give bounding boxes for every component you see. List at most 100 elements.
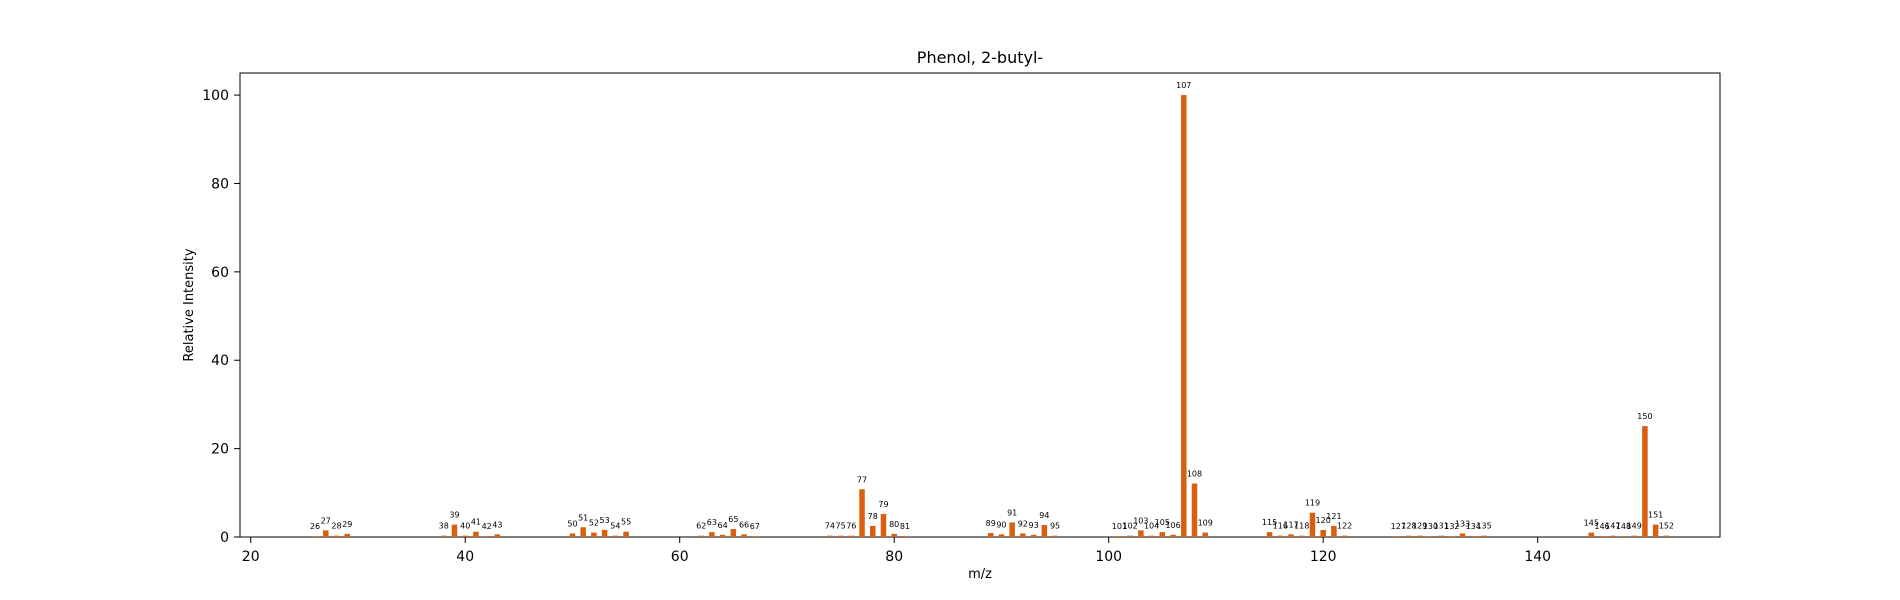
bar <box>1202 532 1208 537</box>
y-tick-label: 100 <box>202 88 229 104</box>
bar <box>848 535 855 537</box>
bar <box>998 534 1005 537</box>
bar-data-label: 62 <box>696 522 706 531</box>
bar <box>1298 535 1305 537</box>
bar <box>569 533 576 537</box>
bar-data-label: 64 <box>718 521 728 530</box>
bar-data-label: 76 <box>846 522 856 531</box>
y-tick-label: 80 <box>211 176 229 192</box>
bar-data-label: 91 <box>1007 508 1017 517</box>
bar-data-label: 106 <box>1165 521 1180 530</box>
bar-data-label: 66 <box>739 520 749 529</box>
x-tick-label: 60 <box>671 549 689 565</box>
bar <box>1320 529 1326 537</box>
bar <box>1331 525 1337 537</box>
bar-data-label: 52 <box>589 519 599 528</box>
y-axis: 0 20 40 60 80 100 <box>202 88 240 546</box>
bar <box>719 534 726 537</box>
bar <box>987 533 994 537</box>
bar-data-label: 104 <box>1144 522 1159 531</box>
bar <box>859 489 865 537</box>
y-axis-label: Relative Intensity <box>182 248 197 361</box>
bar <box>312 536 318 537</box>
bar <box>1127 535 1133 537</box>
bar-data-label: 134 <box>1466 522 1481 531</box>
bar-data-label: 145 <box>1584 519 1599 528</box>
bar-data-label: 74 <box>825 522 835 531</box>
bar <box>1009 522 1015 537</box>
bar <box>323 530 329 537</box>
bar <box>1266 532 1273 537</box>
bar <box>483 536 490 537</box>
bar <box>837 535 844 537</box>
bar <box>1041 525 1048 537</box>
bar-data-label: 42 <box>482 522 492 531</box>
bar <box>1395 536 1402 537</box>
bar <box>1341 535 1348 537</box>
bar-data-label: 121 <box>1326 512 1341 521</box>
bar <box>1481 535 1487 537</box>
x-tick-label: 120 <box>1310 549 1337 565</box>
bar <box>1116 536 1123 537</box>
bar-data-label: 152 <box>1659 522 1674 531</box>
bar-data-label: 79 <box>878 500 888 509</box>
bar-data-label: 43 <box>492 520 502 529</box>
bar-data-label: 116 <box>1273 522 1288 531</box>
bar-data-label: 148 <box>1616 522 1631 531</box>
bar-data-label: 77 <box>857 475 867 484</box>
bar-data-label: 102 <box>1123 522 1138 531</box>
bar <box>1642 426 1648 537</box>
bar-data-label: 109 <box>1198 519 1213 528</box>
bar <box>1599 536 1605 537</box>
bar <box>1652 524 1659 537</box>
bar <box>1138 530 1144 537</box>
bar <box>752 536 758 537</box>
bar-data-label: 130 <box>1423 522 1438 531</box>
bar-data-label: 50 <box>567 519 577 528</box>
bar <box>451 524 458 537</box>
plot-area-frame <box>239 72 1721 538</box>
x-axis: 20 40 60 80 100 120 140 <box>242 537 1551 565</box>
bar-data-label: 89 <box>986 519 996 528</box>
y-tick-label: 20 <box>211 442 229 458</box>
bar <box>1159 532 1166 537</box>
bar-data-label: 129 <box>1412 522 1427 531</box>
bar-data-label: 133 <box>1455 519 1470 528</box>
bar <box>891 533 897 537</box>
bar-data-label: 51 <box>578 513 588 522</box>
bar-data-label: 67 <box>750 522 760 531</box>
x-tick-label: 80 <box>885 549 903 565</box>
bar-data-label: 54 <box>610 522 620 531</box>
bar-data-label: 29 <box>342 520 352 529</box>
bar-data-label: 39 <box>449 511 459 520</box>
bar-data-label: 103 <box>1133 516 1148 525</box>
bar-data-label: 75 <box>835 522 845 531</box>
bar-data-label: 26 <box>310 522 320 531</box>
bar <box>1416 535 1423 537</box>
bar-data-label: 147 <box>1605 522 1620 531</box>
bar <box>1020 533 1026 537</box>
bar <box>1277 535 1284 537</box>
bar-data-label: 92 <box>1018 519 1028 528</box>
bar <box>612 535 619 537</box>
bar <box>494 534 501 537</box>
bar-data-label: 105 <box>1155 518 1170 527</box>
bar <box>870 525 876 537</box>
bar <box>1588 532 1595 537</box>
bar-data-label: 132 <box>1444 522 1459 531</box>
bar-data-label: 27 <box>321 516 331 525</box>
y-tick-label: 0 <box>220 530 229 546</box>
bar-data-label: 80 <box>889 520 899 529</box>
bar <box>1170 534 1176 537</box>
bar <box>1030 534 1037 537</box>
bar-data-label: 90 <box>996 520 1006 529</box>
bar <box>462 535 468 537</box>
bar-data-label: 131 <box>1434 522 1449 531</box>
bar <box>827 535 833 537</box>
bar <box>709 532 715 537</box>
bar-data-label: 118 <box>1294 522 1309 531</box>
x-tick-label: 20 <box>242 549 260 565</box>
x-tick-label: 140 <box>1524 549 1551 565</box>
